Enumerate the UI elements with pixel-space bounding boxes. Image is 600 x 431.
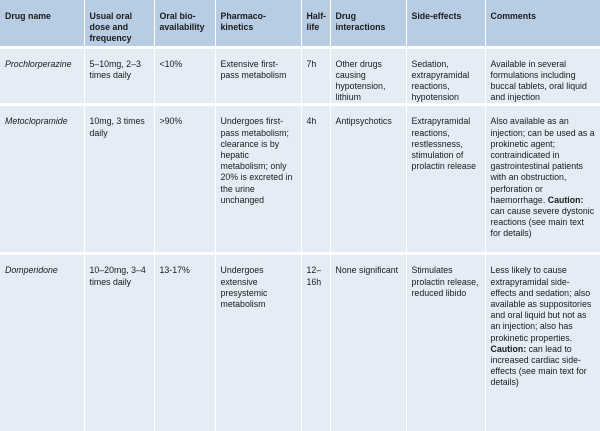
table-row: Domperidone 10–20mg, 3–4 times daily 13-… xyxy=(0,253,600,431)
header-dose: Usual oral dose and frequency xyxy=(84,0,155,47)
header-row: Drug name Usual oral dose and frequency … xyxy=(0,0,600,47)
cell-comments: Also available as an injection; can be u… xyxy=(485,105,600,254)
cell-interactions: Antipsychotics xyxy=(330,104,407,254)
cell-bioavailability: <10% xyxy=(154,47,216,105)
cell-comments: Available in several formulations includ… xyxy=(490,58,587,103)
cell-interactions: None significant xyxy=(330,253,407,431)
comments-text: Less likely to cause extrapyramidal side… xyxy=(490,265,592,343)
cell-interactions: Other drugs causing hypotension, lithium xyxy=(330,47,407,105)
header-side-effects: Side-effects xyxy=(406,0,486,47)
table-row: Metoclopramide 10mg, 3 times daily >90% … xyxy=(0,104,600,254)
cell-dose: 10mg, 3 times daily xyxy=(84,104,155,254)
cell-drug-name: Domperidone xyxy=(0,253,85,431)
cell-side-effects: Sedation, extrapyramidal reactions, hypo… xyxy=(406,47,486,105)
caution-label: Caution: xyxy=(490,343,527,354)
cell-bioavailability: 13-17% xyxy=(154,253,216,431)
header-pharmacokinetics: Pharmaco-kinetics xyxy=(215,0,302,47)
caution-label: Caution: xyxy=(547,194,584,205)
caution-text: can lead to increased cardiac side-effec… xyxy=(490,343,587,388)
header-bioavailability: Oral bio-availability xyxy=(154,0,216,47)
cell-dose: 5–10mg, 2–3 times daily xyxy=(84,47,155,105)
cell-pharmacokinetics: Extensive first-pass metabolism xyxy=(215,47,302,105)
cell-side-effects: Stimulates prolactin release, reduced li… xyxy=(406,253,486,431)
cell-dose: 10–20mg, 3–4 times daily xyxy=(84,253,155,431)
header-comments: Comments xyxy=(490,11,536,21)
cell-half-life: 12–16h xyxy=(301,253,331,431)
cell-half-life: 4h xyxy=(301,104,331,254)
header-half-life: Half-life xyxy=(301,0,331,47)
cell-pharmacokinetics: Undergoes extensive presystemic metaboli… xyxy=(215,253,302,431)
cell-drug-name: Prochlorperazine xyxy=(0,47,85,105)
header-interactions: Drug interactions xyxy=(330,0,407,47)
cell-drug-name: Metoclopramide xyxy=(0,104,85,254)
cell-bioavailability: >90% xyxy=(154,104,216,254)
table-row: Prochlorperazine 5–10mg, 2–3 times daily… xyxy=(0,47,600,105)
header-drug-name: Drug name xyxy=(0,0,85,47)
caution-text: can cause severe dystonic reactions (see… xyxy=(490,205,595,239)
comments-text: Also available as an injection; can be u… xyxy=(490,116,595,205)
cell-half-life: 7h xyxy=(301,47,331,105)
cell-side-effects: Extrapyramidal reactions, restlessness, … xyxy=(406,104,486,254)
cell-comments: Less likely to cause extrapyramidal side… xyxy=(485,254,600,431)
cell-pharmacokinetics: Undergoes first-pass metabolism; clearan… xyxy=(215,104,302,254)
